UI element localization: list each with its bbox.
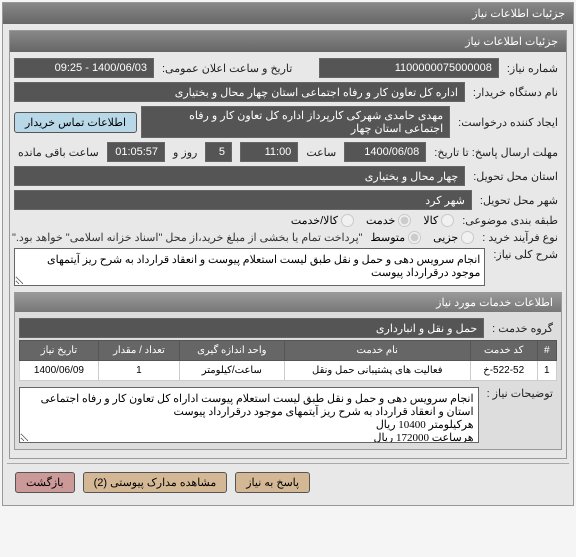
creator-label: ایجاد کننده درخواست: <box>454 116 562 129</box>
bottom-actions: پاسخ به نیاز مشاهده مدارک پیوستی (2) باز… <box>7 463 569 501</box>
outer-panel: جزئیات اطلاعات نیاز جزئیات اطلاعات نیاز … <box>2 2 574 506</box>
group-label: گروه خدمت : <box>488 322 557 335</box>
attachments-button[interactable]: مشاهده مدارک پیوستی (2) <box>83 472 228 493</box>
cell-qty: 1 <box>98 361 179 381</box>
process-note: "پرداخت تمام یا بخشی از مبلغ خرید،از محل… <box>8 231 367 244</box>
process-label: نوع فرآیند خرید : <box>478 231 562 244</box>
main-panel: جزئیات اطلاعات نیاز شماره نیاز: 11000000… <box>9 30 567 459</box>
deliver-city-value: شهر کرد <box>14 190 472 210</box>
return-button[interactable]: بازگشت <box>15 472 75 493</box>
cell-code: 522-52-خ <box>470 361 537 381</box>
main-panel-title: جزئیات اطلاعات نیاز <box>10 31 566 52</box>
creator-value: مهدی حامدی شهرکی کارپرداز اداره کل تعاون… <box>141 106 450 138</box>
deadline-hour: 11:00 <box>240 142 298 162</box>
radio-kala[interactable]: کالا <box>423 214 454 227</box>
table-row: 1 522-52-خ فعالیت های پشتیبانی حمل ونقل … <box>20 361 557 381</box>
deliver-prov-value: چهار محال و بختیاری <box>14 166 465 186</box>
announce-value: 1400/06/03 - 09:25 <box>14 58 154 78</box>
remain-label: ساعت باقی مانده <box>14 146 103 159</box>
respond-button[interactable]: پاسخ به نیاز <box>235 472 310 493</box>
remain-time: 01:05:57 <box>107 142 165 162</box>
services-title: اطلاعات خدمات مورد نیاز <box>15 293 561 312</box>
col-code: کد خدمت <box>470 341 537 361</box>
days-value: 5 <box>205 142 232 162</box>
notes-label: توضیحات نیاز : <box>483 387 557 400</box>
outer-panel-title: جزئیات اطلاعات نیاز <box>3 3 573 24</box>
radio-kalakhedmat[interactable]: کالا/خدمت <box>291 214 354 227</box>
col-qty: تعداد / مقدار <box>98 341 179 361</box>
radio-motevaset[interactable]: متوسط <box>371 231 422 244</box>
cell-date: 1400/06/09 <box>20 361 99 381</box>
cell-name: فعالیت های پشتیبانی حمل ونقل <box>284 361 470 381</box>
subject-type-label: طبقه بندی موضوعی: <box>458 214 562 227</box>
hour-label: ساعت <box>302 146 340 159</box>
process-group: جزیی متوسط <box>371 231 475 244</box>
col-index: # <box>537 341 556 361</box>
radio-jozi[interactable]: جزیی <box>433 231 474 244</box>
deliver-prov-label: استان محل تحویل: <box>469 170 562 183</box>
announce-label: تاریخ و ساعت اعلان عمومی: <box>158 62 296 75</box>
buyer-value: اداره کل تعاون کار و رفاه اجتماعی استان … <box>14 82 465 102</box>
services-panel: اطلاعات خدمات مورد نیاز گروه خدمت : حمل … <box>14 292 562 450</box>
need-no-label: شماره نیاز: <box>503 62 562 75</box>
col-date: تاریخ نیاز <box>20 341 99 361</box>
notes-textarea[interactable] <box>19 387 479 443</box>
cell-index: 1 <box>537 361 556 381</box>
desc-label: شرح کلی نیاز: <box>489 248 562 261</box>
day-label: روز و <box>169 146 201 159</box>
desc-textarea[interactable] <box>14 248 485 286</box>
subject-type-group: کالا خدمت کالا/خدمت <box>291 214 454 227</box>
contact-buyer-button[interactable]: اطلاعات تماس خریدار <box>14 112 137 133</box>
need-no-value: 1100000075000008 <box>319 58 499 78</box>
col-name: نام خدمت <box>284 341 470 361</box>
radio-khedmat[interactable]: خدمت <box>366 214 411 227</box>
table-header-row: # کد خدمت نام خدمت واحد اندازه گیری تعدا… <box>20 341 557 361</box>
deliver-city-label: شهر محل تحویل: <box>476 194 562 207</box>
services-table: # کد خدمت نام خدمت واحد اندازه گیری تعدا… <box>19 340 557 381</box>
cell-unit: ساعت/کیلومتر <box>179 361 284 381</box>
deadline-label: مهلت ارسال پاسخ: تا تاریخ: <box>430 146 562 159</box>
group-value: حمل و نقل و انبارداری <box>19 318 484 338</box>
col-unit: واحد اندازه گیری <box>179 341 284 361</box>
buyer-label: نام دستگاه خریدار: <box>469 86 562 99</box>
deadline-date: 1400/06/08 <box>344 142 426 162</box>
